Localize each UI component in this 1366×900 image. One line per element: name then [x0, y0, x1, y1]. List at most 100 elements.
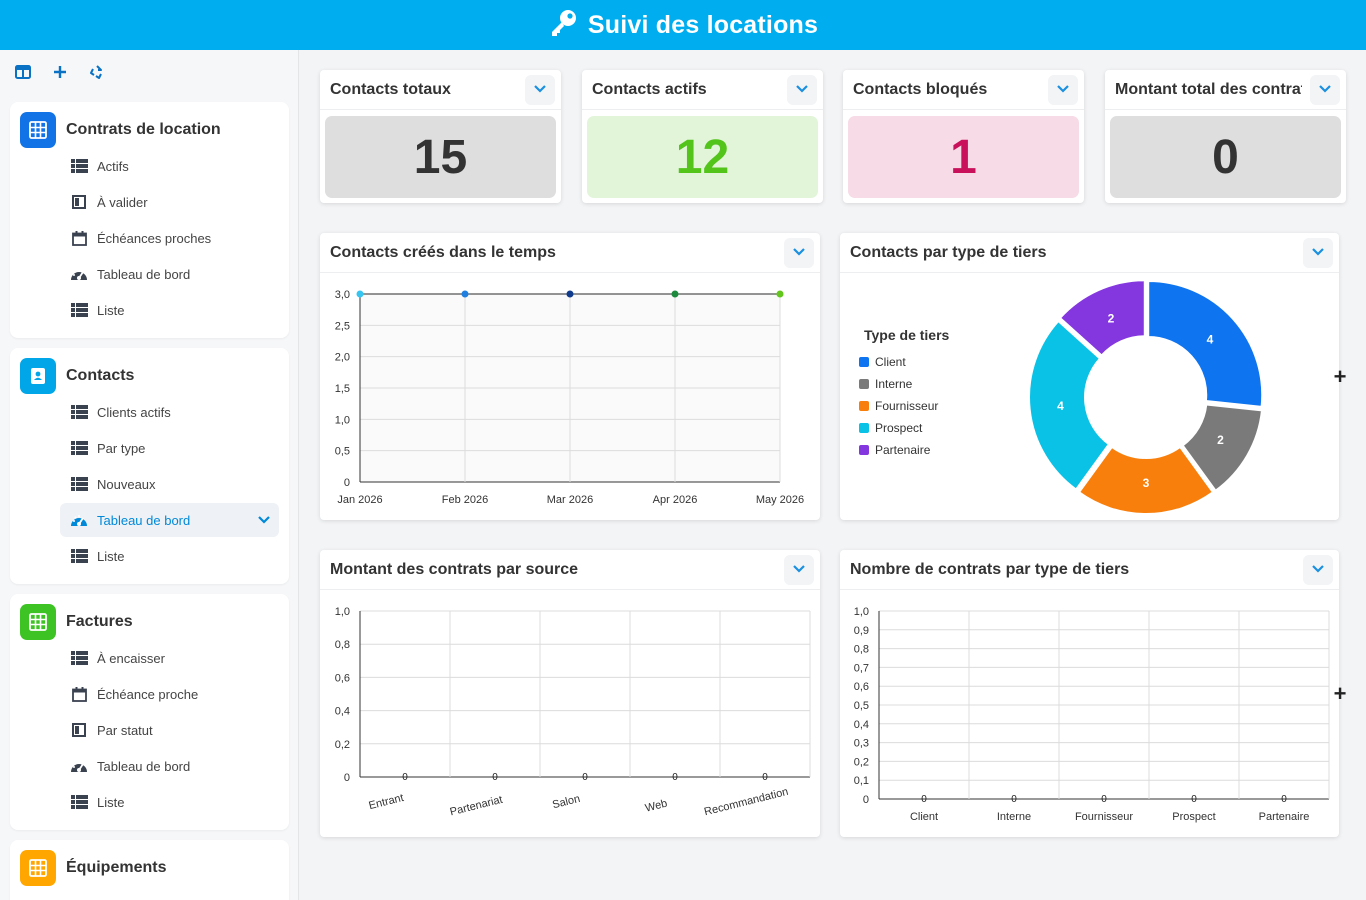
sidebar-item[interactable]: Actifs — [60, 149, 279, 183]
board-icon — [70, 194, 88, 210]
add-icon[interactable] — [49, 62, 71, 82]
y-tick-label: 0 — [863, 794, 869, 806]
pie-slice — [1058, 279, 1146, 357]
kpi-value: 1 — [848, 116, 1079, 198]
table-icon — [70, 158, 88, 174]
grid-icon — [20, 604, 56, 640]
add-widget-button[interactable]: + — [1333, 681, 1347, 706]
y-tick-label: 0 — [344, 772, 350, 784]
x-tick-label: Interne — [997, 811, 1031, 823]
sidebar-item[interactable]: Tableau de bord — [60, 257, 279, 291]
card-title: Nombre de contrats par type de tiers — [850, 560, 1130, 578]
panel-toggle-icon[interactable] — [12, 62, 34, 82]
legend-item: Interne — [875, 377, 913, 391]
sidebar-item-label: Liste — [97, 794, 125, 810]
sidebar-item[interactable]: Clients actifs — [60, 395, 279, 429]
sidebar-item-label: Échéance proche — [97, 686, 199, 702]
chevron-down-icon[interactable] — [257, 512, 271, 529]
dashboard-icon — [70, 266, 88, 282]
y-tick-label: 0,9 — [854, 625, 869, 637]
app-title: Suivi des locations — [587, 10, 819, 39]
y-tick-label: 2,5 — [335, 320, 350, 332]
kpi-card-montant-total: Montant total des contrats 0 — [1105, 70, 1346, 203]
calendar-icon — [70, 230, 88, 246]
x-tick-label: Apr 2026 — [653, 494, 698, 506]
legend-item: Prospect — [875, 421, 923, 435]
data-label: 0 — [672, 772, 678, 783]
card-header: Contacts par type de tiers — [840, 233, 1339, 273]
y-tick-label: 0,8 — [854, 644, 869, 656]
data-point — [671, 290, 679, 298]
x-tick-label: Salon — [551, 793, 581, 811]
card-menu-button[interactable] — [784, 555, 814, 585]
data-point — [776, 290, 784, 298]
y-tick-label: 0,5 — [854, 700, 869, 712]
sidebar-group-label: Contacts — [66, 367, 135, 384]
add-widget-button[interactable]: + — [1333, 364, 1347, 389]
sidebar-item[interactable]: Liste — [60, 293, 279, 327]
sidebar-group-header[interactable]: Équipements — [20, 850, 166, 886]
table-icon — [70, 476, 88, 492]
sidebar-group-label: Factures — [66, 613, 133, 630]
card-header: Contacts totaux — [320, 70, 561, 110]
data-label: 0 — [402, 772, 408, 783]
legend-swatch — [859, 379, 869, 389]
legend-swatch — [859, 357, 869, 367]
chart-card-montant-source: Montant des contrats par source 0 0,2 0,4 0… — [320, 550, 820, 837]
bar-chart: 0 0,1 0,2 0,3 0,4 0,5 0,6 0,7 0,8 0,9 1,0 0 Client 0 I… — [854, 606, 1330, 823]
sidebar-item-label: Liste — [97, 302, 125, 318]
sidebar-item[interactable]: Échéance proche — [60, 677, 279, 711]
legend-title: Type de tiers — [864, 327, 950, 343]
sidebar-toolbar — [12, 62, 123, 82]
y-tick-label: 1,0 — [335, 606, 350, 618]
sidebar-item[interactable]: Tableau de bord — [60, 503, 279, 537]
sidebar-item[interactable]: Tableau de bord — [60, 749, 279, 783]
sidebar-group-header[interactable]: Contacts — [20, 358, 134, 394]
chevron-down-icon — [795, 81, 809, 100]
x-tick-label: Mar 2026 — [547, 494, 593, 506]
legend-swatch — [859, 401, 869, 411]
refresh-icon[interactable] — [86, 62, 108, 82]
pie-slice — [1028, 319, 1111, 491]
card-title: Contacts actifs — [592, 80, 707, 98]
card-menu-button[interactable] — [1310, 75, 1340, 105]
card-menu-button[interactable] — [784, 238, 814, 268]
y-tick-label: 2,0 — [335, 352, 350, 364]
app-header: Suivi des locations — [0, 0, 1366, 50]
sidebar-group-2: Contacts Clients actifs Par type Nouveaux Ta… — [10, 348, 289, 584]
x-tick-label: Fournisseur — [1075, 811, 1133, 823]
x-tick-label: Feb 2026 — [442, 494, 488, 506]
data-point — [461, 290, 469, 298]
y-tick-label: 0,2 — [335, 739, 350, 751]
sidebar-item-label: Actifs — [97, 158, 129, 174]
sidebar-group-header[interactable]: Contrats de location — [20, 112, 221, 148]
pie-slice — [1077, 445, 1215, 515]
sidebar-item-label: À valider — [97, 194, 148, 210]
sidebar-item[interactable]: Par statut — [60, 713, 279, 747]
sidebar-item[interactable]: Nouveaux — [60, 467, 279, 501]
legend-item: Client — [875, 355, 906, 369]
card-menu-button[interactable] — [1303, 238, 1333, 268]
sidebar-item[interactable]: À valider — [60, 185, 279, 219]
card-menu-button[interactable] — [1303, 555, 1333, 585]
sidebar-item[interactable]: À encaisser — [60, 641, 279, 675]
sidebar-group-4: Équipements — [10, 840, 289, 900]
y-tick-label: 3,0 — [335, 289, 350, 301]
card-menu-button[interactable] — [1048, 75, 1078, 105]
legend-swatch — [859, 423, 869, 433]
card-menu-button[interactable] — [787, 75, 817, 105]
dashboard-icon — [70, 512, 88, 528]
card-title: Montant total des contrats — [1115, 80, 1302, 98]
sidebar-group-header[interactable]: Factures — [20, 604, 133, 640]
y-tick-label: 0,8 — [335, 639, 350, 651]
sidebar-item[interactable]: Liste — [60, 539, 279, 573]
x-tick-label: Partenariat — [449, 794, 504, 819]
sidebar-item[interactable]: Liste — [60, 785, 279, 819]
sidebar: Contrats de location Actifs À valider Échéa… — [0, 50, 299, 900]
sidebar-item[interactable]: Échéances proches — [60, 221, 279, 255]
contact-book-icon — [20, 358, 56, 394]
x-tick-label: Prospect — [1172, 811, 1215, 823]
sidebar-item[interactable]: Par type — [60, 431, 279, 465]
card-menu-button[interactable] — [525, 75, 555, 105]
sidebar-item-label: Liste — [97, 548, 125, 564]
